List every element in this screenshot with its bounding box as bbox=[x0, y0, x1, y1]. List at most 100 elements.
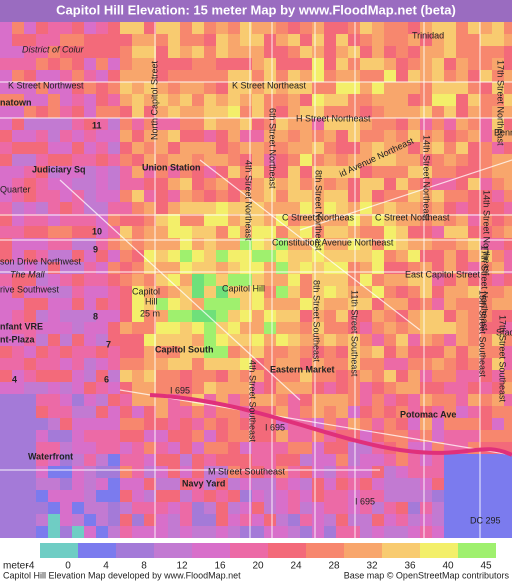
elevation-cell bbox=[336, 370, 348, 382]
elevation-cell bbox=[420, 406, 432, 418]
elevation-cell bbox=[84, 466, 96, 478]
elevation-cell bbox=[240, 118, 252, 130]
elevation-cell bbox=[192, 214, 204, 226]
elevation-cell bbox=[288, 514, 300, 526]
elevation-cell bbox=[132, 142, 144, 154]
elevation-cell bbox=[372, 130, 384, 142]
elevation-cell bbox=[168, 382, 180, 394]
elevation-cell bbox=[408, 346, 420, 358]
map-label: 6 bbox=[104, 374, 109, 384]
elevation-cell bbox=[48, 70, 60, 82]
elevation-cell bbox=[456, 502, 468, 514]
elevation-cell bbox=[228, 70, 240, 82]
elevation-cell bbox=[240, 58, 252, 70]
elevation-cell bbox=[120, 202, 132, 214]
elevation-cell bbox=[192, 118, 204, 130]
elevation-cell bbox=[456, 58, 468, 70]
elevation-cell bbox=[276, 154, 288, 166]
elevation-cell bbox=[204, 406, 216, 418]
elevation-cell bbox=[120, 274, 132, 286]
elevation-cell bbox=[336, 118, 348, 130]
elevation-cell bbox=[324, 478, 336, 490]
elevation-cell bbox=[372, 238, 384, 250]
elevation-cell bbox=[264, 34, 276, 46]
elevation-cell bbox=[120, 250, 132, 262]
elevation-cell bbox=[204, 226, 216, 238]
elevation-cell bbox=[132, 406, 144, 418]
elevation-cell bbox=[432, 454, 444, 466]
elevation-cell bbox=[360, 58, 372, 70]
elevation-cell bbox=[168, 490, 180, 502]
elevation-cell bbox=[180, 370, 192, 382]
elevation-cell bbox=[132, 58, 144, 70]
elevation-cell bbox=[396, 502, 408, 514]
elevation-cell bbox=[276, 406, 288, 418]
elevation-cell bbox=[228, 394, 240, 406]
elevation-cell bbox=[384, 514, 396, 526]
elevation-cell bbox=[276, 106, 288, 118]
elevation-cell bbox=[192, 334, 204, 346]
elevation-cell bbox=[0, 502, 12, 514]
elevation-cell bbox=[204, 190, 216, 202]
elevation-cell bbox=[96, 262, 108, 274]
elevation-cell bbox=[468, 394, 480, 406]
elevation-cell bbox=[252, 22, 264, 34]
elevation-cell bbox=[144, 502, 156, 514]
elevation-cell bbox=[204, 82, 216, 94]
elevation-cell bbox=[84, 454, 96, 466]
elevation-cell bbox=[432, 106, 444, 118]
elevation-cell bbox=[396, 478, 408, 490]
elevation-cell bbox=[60, 226, 72, 238]
elevation-cell bbox=[228, 214, 240, 226]
elevation-cell bbox=[72, 358, 84, 370]
elevation-cell bbox=[144, 166, 156, 178]
elevation-cell bbox=[336, 322, 348, 334]
elevation-cell bbox=[300, 298, 312, 310]
elevation-cell bbox=[48, 190, 60, 202]
elevation-cell bbox=[444, 514, 456, 526]
elevation-cell bbox=[408, 46, 420, 58]
elevation-cell bbox=[36, 466, 48, 478]
elevation-cell bbox=[48, 130, 60, 142]
elevation-cell bbox=[288, 406, 300, 418]
elevation-cell bbox=[444, 430, 456, 442]
elevation-cell bbox=[60, 94, 72, 106]
elevation-cell bbox=[444, 70, 456, 82]
elevation-cell bbox=[384, 166, 396, 178]
elevation-cell bbox=[312, 478, 324, 490]
elevation-cell bbox=[120, 370, 132, 382]
elevation-cell bbox=[168, 166, 180, 178]
elevation-cell bbox=[300, 178, 312, 190]
elevation-cell bbox=[228, 118, 240, 130]
elevation-cell bbox=[120, 226, 132, 238]
elevation-cell bbox=[96, 286, 108, 298]
elevation-cell bbox=[444, 286, 456, 298]
elevation-cell bbox=[432, 70, 444, 82]
elevation-cell bbox=[384, 94, 396, 106]
elevation-cell bbox=[456, 34, 468, 46]
elevation-cell bbox=[120, 310, 132, 322]
elevation-cell bbox=[360, 154, 372, 166]
elevation-cell bbox=[252, 298, 264, 310]
elevation-cell bbox=[384, 466, 396, 478]
elevation-cell bbox=[384, 394, 396, 406]
elevation-cell bbox=[276, 454, 288, 466]
elevation-cell bbox=[108, 526, 120, 538]
elevation-cell bbox=[336, 262, 348, 274]
elevation-cell bbox=[192, 454, 204, 466]
elevation-cell bbox=[252, 190, 264, 202]
elevation-cell bbox=[72, 202, 84, 214]
elevation-cell bbox=[24, 178, 36, 190]
map-label: Navy Yard bbox=[182, 478, 225, 488]
elevation-cell bbox=[216, 142, 228, 154]
elevation-cell bbox=[276, 466, 288, 478]
elevation-cell bbox=[192, 346, 204, 358]
elevation-cell bbox=[504, 178, 512, 190]
elevation-cell bbox=[156, 442, 168, 454]
elevation-cell bbox=[180, 274, 192, 286]
elevation-cell bbox=[396, 490, 408, 502]
elevation-cell bbox=[156, 286, 168, 298]
elevation-cell bbox=[24, 238, 36, 250]
elevation-cell bbox=[48, 226, 60, 238]
elevation-cell bbox=[108, 310, 120, 322]
